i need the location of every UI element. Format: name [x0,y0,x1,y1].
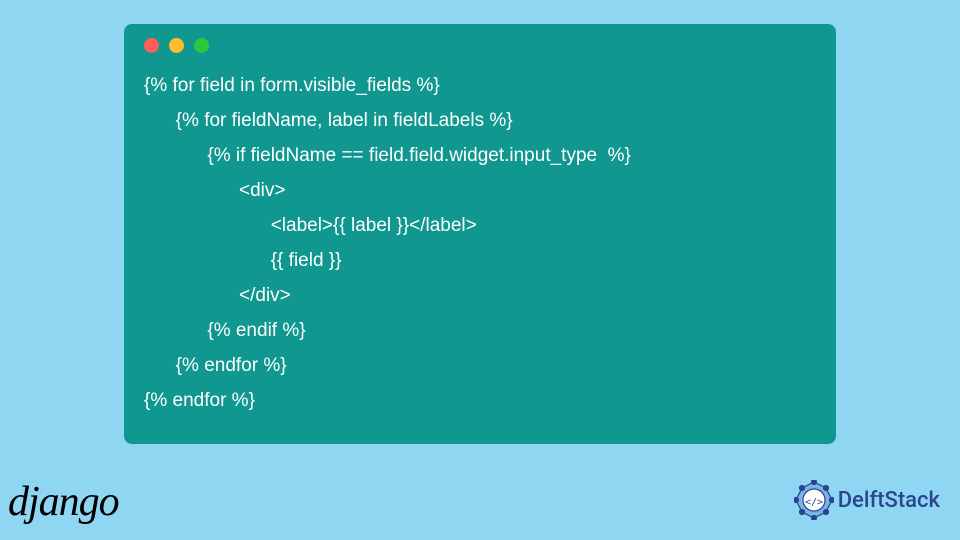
close-dot-icon [144,38,159,53]
delftstack-text: DelftStack [838,488,940,513]
code-window: {% for field in form.visible_fields %} {… [124,24,836,444]
maximize-dot-icon [194,38,209,53]
window-controls [144,38,816,53]
delftstack-icon: </> [794,480,834,520]
delftstack-logo: </> DelftStack [794,480,940,520]
code-content: {% for field in form.visible_fields %} {… [144,69,816,419]
minimize-dot-icon [169,38,184,53]
django-logo: django [8,478,119,526]
svg-text:</>: </> [805,497,823,508]
